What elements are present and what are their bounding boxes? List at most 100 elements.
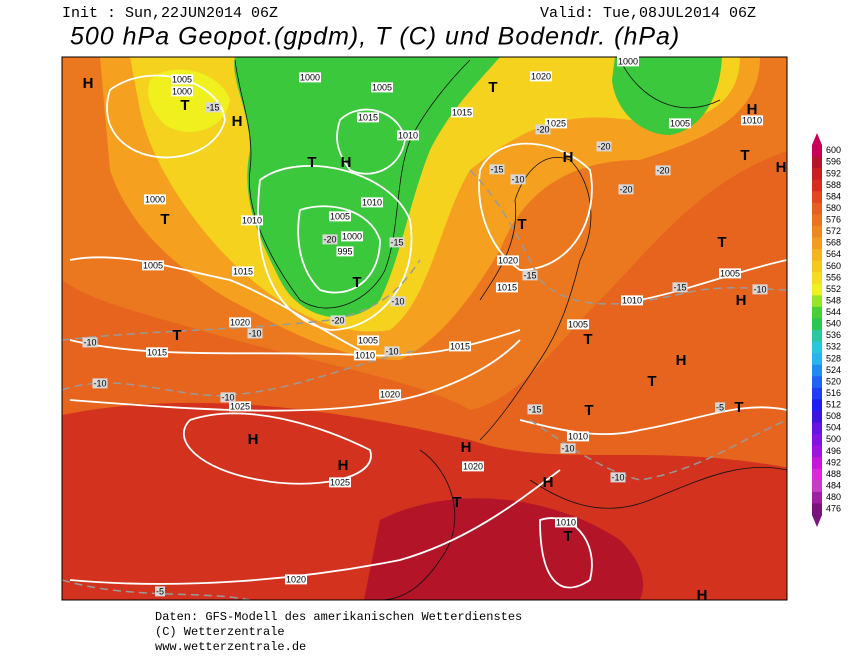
pressure-label-box xyxy=(360,197,384,208)
pressure-center: T xyxy=(740,147,749,164)
pressure-label: 1020 xyxy=(286,574,306,584)
pressure-center: H xyxy=(776,159,787,176)
temperature-label-box xyxy=(618,184,634,195)
temperature-label-box xyxy=(535,124,551,135)
legend-swatch xyxy=(812,145,822,158)
temperature-label: -10 xyxy=(391,296,404,306)
legend-swatch xyxy=(812,179,822,192)
pressure-label: 1010 xyxy=(355,350,375,360)
pressure-center: H xyxy=(697,587,708,604)
pressure-label: 1005 xyxy=(720,268,740,278)
pressure-label: 1000 xyxy=(300,72,320,82)
pressure-label: 1020 xyxy=(380,389,400,399)
legend-swatch xyxy=(812,214,822,227)
pressure-center: T xyxy=(583,331,592,348)
pressure-label-box xyxy=(340,231,364,242)
pressure-label: 1025 xyxy=(546,118,566,128)
legend-label: 488 xyxy=(826,469,841,479)
pressure-label: 1010 xyxy=(742,115,762,125)
pressure-center: T xyxy=(488,79,497,96)
legend-swatch xyxy=(812,399,822,412)
temperature-label-box xyxy=(384,346,400,357)
legend-label: 564 xyxy=(826,249,841,259)
pressure-label: 1010 xyxy=(556,517,576,527)
temperature-label-box xyxy=(389,237,405,248)
pressure-label: 1000 xyxy=(145,194,165,204)
pressure-label: 1015 xyxy=(497,282,517,292)
pressure-label-box xyxy=(170,86,194,97)
legend-swatch xyxy=(812,457,822,470)
pressure-label-box xyxy=(620,295,644,306)
temperature-label: -20 xyxy=(323,234,336,244)
legend-swatch xyxy=(812,191,822,204)
pressure-label-box xyxy=(544,118,568,129)
legend-swatch xyxy=(812,480,822,493)
temperature-label-box xyxy=(82,337,98,348)
legend-bottom-arrow xyxy=(812,515,822,527)
pressure-label-box xyxy=(328,211,352,222)
footer-line: Daten: GFS-Modell des amerikanischen Wet… xyxy=(155,610,522,624)
pressure-label: 1025 xyxy=(330,477,350,487)
map-area xyxy=(62,57,787,600)
legend-label: 572 xyxy=(826,226,841,236)
legend-label: 524 xyxy=(826,365,841,375)
pressure-center: T xyxy=(647,373,656,390)
pressure-label-box xyxy=(450,107,474,118)
pressure-center: H xyxy=(736,292,747,309)
legend-label: 592 xyxy=(826,168,841,178)
valid-time: Valid: Tue,08JUL2014 06Z xyxy=(540,5,756,22)
pressure-label-box xyxy=(356,335,380,346)
legend-label: 500 xyxy=(826,434,841,444)
temperature-label-box xyxy=(655,165,671,176)
pressure-center: H xyxy=(461,439,472,456)
temperature-label-box xyxy=(610,472,626,483)
temperature-label: -10 xyxy=(83,337,96,347)
legend-label: 532 xyxy=(826,342,841,352)
temperature-label-box xyxy=(330,315,346,326)
pressure-label-box xyxy=(228,401,252,412)
temperature-label: -20 xyxy=(597,141,610,151)
map-title: 500 hPa Geopot.(gpdm), T (C) und Bodendr… xyxy=(70,23,680,51)
pressure-label-box xyxy=(284,574,308,585)
temperature-label: -15 xyxy=(523,270,536,280)
legend-swatch xyxy=(812,341,822,354)
pressure-label: 1010 xyxy=(622,295,642,305)
pressure-label-box xyxy=(231,266,255,277)
pressure-center: H xyxy=(83,75,94,92)
pressure-label-box xyxy=(240,215,264,226)
legend-swatch xyxy=(812,503,822,516)
legend-label: 508 xyxy=(826,411,841,421)
legend-label: 512 xyxy=(826,400,841,410)
legend-swatch xyxy=(812,295,822,308)
legend-label: 484 xyxy=(826,480,841,490)
pressure-label-box xyxy=(141,260,165,271)
temperature-label: -10 xyxy=(561,443,574,453)
pressure-center: T xyxy=(160,211,169,228)
pressure-center: H xyxy=(563,149,574,166)
legend-swatch xyxy=(812,364,822,377)
pressure-center: H xyxy=(747,101,758,118)
pressure-center: T xyxy=(180,97,189,114)
legend-swatch xyxy=(812,225,822,238)
temperature-label: -10 xyxy=(611,472,624,482)
pressure-label-box xyxy=(356,112,380,123)
legend-label: 560 xyxy=(826,261,841,271)
legend-label: 480 xyxy=(826,492,841,502)
pressure-label-box xyxy=(145,347,169,358)
pressure-label: 1005 xyxy=(330,211,350,221)
pressure-label: 1010 xyxy=(568,431,588,441)
pressure-label: 1010 xyxy=(398,130,418,140)
temperature-label-box xyxy=(489,164,505,175)
pressure-label-box xyxy=(461,461,485,472)
temperature-label: -5 xyxy=(156,586,164,596)
pressure-label-box xyxy=(495,282,519,293)
legend-swatch xyxy=(812,272,822,285)
legend-label: 596 xyxy=(826,157,841,167)
temperature-label: -20 xyxy=(619,184,632,194)
temperature-label: -15 xyxy=(390,237,403,247)
temperature-label-box xyxy=(247,328,263,339)
pressure-label: 1010 xyxy=(362,197,382,207)
pressure-center: T xyxy=(352,274,361,291)
